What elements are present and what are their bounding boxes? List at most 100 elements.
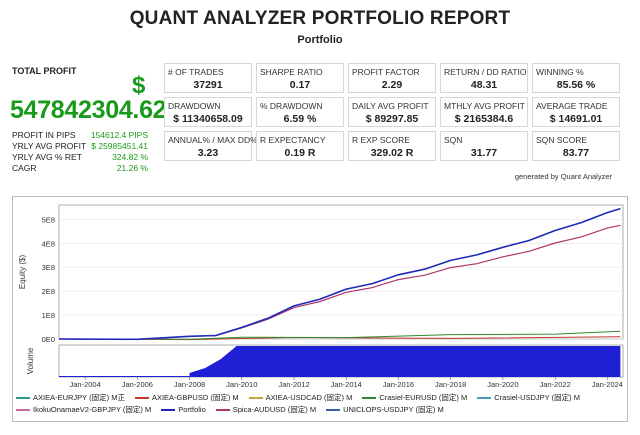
metric-value: 85.56 % — [556, 79, 596, 91]
stat-row-cagr: CAGR 21.26 % — [12, 163, 148, 174]
legend-item: UNICLOPS-USDJPY (固定) M — [326, 404, 444, 416]
legend-label: AXIEA-USDCAD (固定) M — [265, 393, 353, 402]
legend-item: IkokuOnamaeV2-GBPJPY (固定) M — [16, 404, 151, 416]
metric-sqn: SQN 31.77 — [440, 131, 528, 161]
currency-symbol: $ — [132, 72, 146, 99]
legend-label: Portfolio — [178, 405, 206, 414]
x-tick-label: Jan-2022 — [539, 380, 570, 389]
legend-swatch — [134, 397, 149, 399]
legend-swatch — [477, 397, 492, 399]
metric-sqn-score: SQN SCORE 83.77 — [532, 131, 620, 161]
metric-label: SHARPE RATIO — [260, 67, 323, 77]
y-tick-label: 0E0 — [42, 335, 55, 344]
metric-value: 83.77 — [562, 147, 590, 159]
metric-label: SQN — [444, 135, 463, 145]
metric-label: # OF TRADES — [168, 67, 224, 77]
metric-trades: # OF TRADES 37291 — [164, 63, 252, 93]
metric-value: 31.77 — [470, 147, 498, 159]
generated-by-note: generated by Quant Analyzer — [514, 172, 612, 181]
stat-label: YRLY AVG PROFIT — [12, 141, 87, 151]
report-title: QUANT ANALYZER PORTFOLIO REPORT — [129, 8, 511, 29]
legend-item: AXIEA-GBPUSD (固定) M — [134, 392, 239, 404]
legend-label: UNICLOPS-USDJPY (固定) M — [343, 405, 444, 414]
metric-value: 2.29 — [381, 79, 403, 91]
metric-label: RETURN / DD RATIO — [444, 67, 527, 77]
legend-item: Crasiel-EURUSD (固定) M — [362, 392, 467, 404]
metric-label: DAILY AVG PROFIT — [352, 101, 429, 111]
chart-legend: AXIEA-EURJPY (固定) M正 AXIEA-GBPUSD (固定) M A… — [16, 392, 626, 416]
metric-r-exp-score: R EXP SCORE 329.02 R — [348, 131, 436, 161]
legend-row: AXIEA-EURJPY (固定) M正 AXIEA-GBPUSD (固定) M A… — [16, 392, 626, 404]
metric-value: $ 89297.85 — [365, 113, 419, 125]
report-subtitle: Portfolio — [297, 34, 343, 46]
metric-average-trade: AVERAGE TRADE $ 14691.01 — [532, 97, 620, 127]
metric-value: 329.02 R — [370, 147, 414, 159]
legend-swatch — [248, 397, 263, 399]
series-line-portfolio — [58, 207, 621, 341]
stat-row-pips: PROFIT IN PIPS 154612.4 PIPS — [12, 130, 148, 141]
stat-value: $ 25985451.41 — [91, 141, 148, 151]
stat-label: PROFIT IN PIPS — [12, 130, 76, 140]
metric-value: 3.23 — [197, 147, 219, 159]
metric-daily-avg-profit: DAILY AVG PROFIT $ 89297.85 — [348, 97, 436, 127]
metric-return-dd-ratio: RETURN / DD RATIO 48.31 — [440, 63, 528, 93]
metric-r-expectancy: R EXPECTANCY 0.19 R — [256, 131, 344, 161]
metric-value: $ 14691.01 — [549, 113, 603, 125]
total-profit-value: 547842304.62 — [10, 96, 167, 124]
legend-label: IkokuOnamaeV2-GBPJPY (固定) M — [33, 405, 152, 414]
y-axis-label: Equity ($) — [18, 255, 27, 290]
legend-label: Crasiel-EURUSD (固定) M — [379, 393, 468, 402]
metric-label: WINNING % — [536, 67, 584, 77]
metric-value: 6.59 % — [283, 113, 317, 125]
metric-value: 48.31 — [470, 79, 498, 91]
total-profit-label: TOTAL PROFIT — [12, 66, 77, 76]
stat-label: CAGR — [12, 163, 37, 173]
metric-value: $ 2165384.6 — [454, 113, 514, 125]
metric-annual-max-dd: ANNUAL% / MAX DD% 3.23 — [164, 131, 258, 161]
legend-label: Spica-AUDUSD (固定) M — [232, 405, 317, 414]
volume-bars — [189, 346, 621, 377]
legend-item: AXIEA-EURJPY (固定) M正 — [16, 392, 125, 404]
metric-label: R EXP SCORE — [352, 135, 410, 145]
y-tick-label: 3E8 — [42, 263, 55, 272]
legend-swatch — [161, 409, 176, 411]
metric-label: SQN SCORE — [536, 135, 588, 145]
metric-mthly-avg-profit: MTHLY AVG PROFIT $ 2165384.6 — [440, 97, 528, 127]
metric-value: 0.19 R — [284, 147, 316, 159]
metric-profit-factor: PROFIT FACTOR 2.29 — [348, 63, 436, 93]
equity-chart: 0E0 1E8 2E8 3E8 4E8 5E8 Jan-2004 Jan-2006 Jan-20… — [18, 204, 624, 389]
volume-axis-label: Volume — [26, 347, 35, 374]
x-tick-label: Jan-2024 — [592, 380, 623, 389]
legend-label: AXIEA-GBPUSD (固定) M — [151, 393, 239, 402]
equity-chart-panel: 0E0 1E8 2E8 3E8 4E8 5E8 Jan-2004 Jan-2006 Jan-20… — [12, 196, 628, 422]
y-tick-label: 1E8 — [42, 311, 55, 320]
legend-label: AXIEA-EURJPY (固定) M正 — [33, 393, 125, 402]
legend-item: AXIEA-USDCAD (固定) M — [248, 392, 353, 404]
y-tick-label: 4E8 — [42, 239, 55, 248]
x-tick-label: Jan-2016 — [383, 380, 414, 389]
x-tick-label: Jan-2008 — [174, 380, 205, 389]
metric-value: 0.17 — [289, 79, 311, 91]
stat-value: 21.26 % — [116, 163, 148, 173]
x-tick-label: Jan-2012 — [278, 380, 309, 389]
metric-label: AVERAGE TRADE — [536, 101, 608, 111]
metric-label: PROFIT FACTOR — [352, 67, 420, 77]
legend-label: Crasiel-USDJPY (固定) M — [494, 393, 580, 402]
stat-row-yrly-avg-profit: YRLY AVG PROFIT $ 25985451.41 — [12, 141, 148, 152]
metric-label: % DRAWDOWN — [260, 101, 323, 111]
legend-row: IkokuOnamaeV2-GBPJPY (固定) M Portfolio Spic… — [16, 404, 626, 416]
legend-swatch — [326, 409, 341, 411]
metric-label: ANNUAL% / MAX DD% — [168, 135, 258, 145]
legend-item: Crasiel-USDJPY (固定) M — [477, 392, 580, 404]
x-tick-label: Jan-2004 — [69, 380, 100, 389]
equity-plot-area — [58, 204, 624, 340]
x-tick-label: Jan-2018 — [435, 380, 466, 389]
x-tick-label: Jan-2014 — [331, 380, 362, 389]
y-tick-label: 5E8 — [42, 215, 55, 224]
metric-sharpe-ratio: SHARPE RATIO 0.17 — [256, 63, 344, 93]
metric-drawdown: DRAWDOWN $ 11340658.09 — [164, 97, 252, 127]
metric-pct-drawdown: % DRAWDOWN 6.59 % — [256, 97, 344, 127]
legend-swatch — [16, 409, 30, 411]
series-line-crasiel-eurusd — [58, 330, 621, 340]
metric-value: 37291 — [193, 79, 223, 91]
